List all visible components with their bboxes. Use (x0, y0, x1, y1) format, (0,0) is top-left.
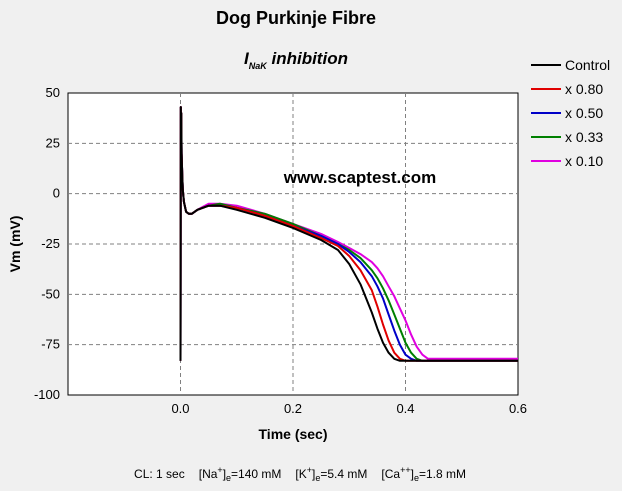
footer-na-a: [Na (199, 467, 218, 481)
footer-k-c: =5.4 mM (320, 467, 367, 481)
subtitle-sub: NaK (249, 61, 269, 71)
y-axis-ticks: 50 25 0 -25 -50 -75 -100 (34, 85, 60, 402)
footer-k-sup: + (307, 465, 312, 475)
legend: Control x 0.80 x 0.50 x 0.33 x 0.10 (531, 57, 610, 169)
y-tick-label: 50 (46, 85, 60, 100)
x-tick-label: 0.4 (396, 401, 414, 416)
y-tick-label: 0 (53, 186, 60, 201)
series-lines (179, 106, 518, 362)
footer-k-b: ] (312, 467, 315, 481)
y-tick-label: -75 (41, 337, 60, 352)
series-line-control (179, 106, 518, 362)
legend-label: Control (565, 57, 610, 73)
footer-na-sub: e (226, 473, 231, 483)
footer-ca-b: ] (411, 467, 414, 481)
footer-na-b: ] (223, 467, 226, 481)
y-tick-label: -25 (41, 236, 60, 251)
x-tick-label: 0.6 (509, 401, 527, 416)
footer-cl: CL: 1 sec (134, 467, 185, 481)
legend-label: x 0.50 (565, 105, 603, 121)
y-tick-label: 25 (46, 135, 60, 150)
footer-k-sub: e (315, 473, 320, 483)
footer-na-c: =140 mM (231, 467, 281, 481)
footer-conditions: CL: 1 sec [Na+]e=140 mM [K+]e=5.4 mM [Ca++]… (134, 465, 466, 483)
legend-label: x 0.33 (565, 129, 603, 145)
footer-ca-c: =1.8 mM (419, 467, 466, 481)
x-tick-label: 0.0 (171, 401, 189, 416)
subtitle-main: I (244, 49, 250, 68)
x-axis-ticks: 0.0 0.2 0.4 0.6 (171, 401, 527, 416)
watermark: www.scaptest.com (283, 168, 436, 187)
y-axis-label: Vm (mV) (7, 216, 23, 273)
footer-ca-a: [Ca (381, 467, 400, 481)
legend-label: x 0.80 (565, 81, 603, 97)
y-tick-label: -50 (41, 286, 60, 301)
chart-subtitle: INaK inhibition (244, 49, 348, 71)
x-axis-label: Time (sec) (259, 426, 328, 442)
chart-title: Dog Purkinje Fibre (216, 8, 376, 28)
footer-k-a: [K (295, 467, 306, 481)
subtitle-rest: inhibition (267, 49, 348, 68)
y-tick-label: -100 (34, 387, 60, 402)
x-tick-label: 0.2 (284, 401, 302, 416)
footer-ca-sup: ++ (400, 465, 411, 475)
footer-na-sup: + (217, 465, 222, 475)
footer-ca-sub: e (414, 473, 419, 483)
legend-label: x 0.10 (565, 153, 603, 169)
